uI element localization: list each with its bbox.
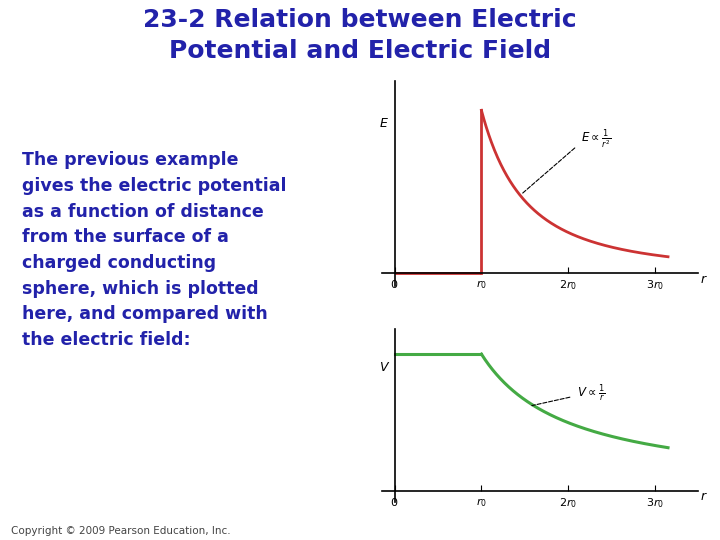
Text: $E \propto \frac{1}{r^2}$: $E \propto \frac{1}{r^2}$ — [581, 128, 611, 151]
Text: $r$: $r$ — [700, 490, 708, 503]
Text: Copyright © 2009 Pearson Education, Inc.: Copyright © 2009 Pearson Education, Inc. — [11, 525, 230, 536]
Text: 23-2 Relation between Electric
Potential and Electric Field: 23-2 Relation between Electric Potential… — [143, 8, 577, 63]
Text: $r$: $r$ — [700, 273, 708, 286]
Text: The previous example
gives the electric potential
as a function of distance
from: The previous example gives the electric … — [22, 151, 286, 349]
Text: $V \propto \frac{1}{r}$: $V \propto \frac{1}{r}$ — [577, 382, 605, 403]
Text: $V$: $V$ — [379, 361, 390, 374]
Text: $E$: $E$ — [379, 117, 389, 130]
